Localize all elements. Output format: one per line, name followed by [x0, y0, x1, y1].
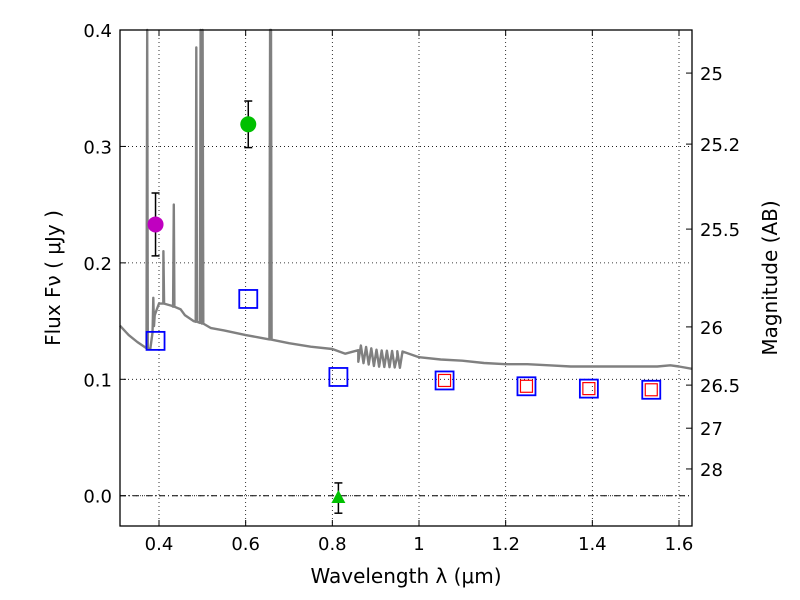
- right-tick-label: 25: [700, 64, 723, 85]
- y-tick-label: 0.2: [83, 254, 112, 275]
- x-tick-label: 1: [413, 534, 424, 555]
- model-point: [578, 378, 599, 399]
- right-tick-label: 25.5: [700, 220, 740, 241]
- model-point: [434, 370, 455, 391]
- model-point: [582, 382, 596, 396]
- model-point: [437, 373, 452, 388]
- x-tick-label: 0.6: [231, 534, 260, 555]
- model-point: [519, 379, 534, 393]
- right-axis-label: Magnitude (AB): [758, 200, 782, 355]
- x-tick-label: 1.6: [665, 534, 694, 555]
- y-tick-label: 0.4: [83, 21, 112, 42]
- x-tick-label: 0.4: [145, 534, 174, 555]
- x-tick-label: 1.2: [491, 534, 520, 555]
- x-tick-label: 1.4: [578, 534, 607, 555]
- model-point: [644, 383, 658, 397]
- observed-point: [240, 116, 257, 133]
- right-axis-ticks: 25 25.2 25.5 26 26.5 27 28: [686, 64, 740, 481]
- observed-point-limit: [331, 490, 346, 504]
- y-tick-label: 0.3: [83, 137, 112, 158]
- plot-area: [120, 30, 692, 526]
- y-tick-label: 0.1: [83, 370, 112, 391]
- right-tick-label: 28: [700, 460, 723, 481]
- y-axis-ticks: 0.0 0.1 0.2 0.3 0.4: [83, 21, 126, 508]
- model-points: [145, 289, 662, 400]
- observed-point: [147, 216, 164, 233]
- right-tick-label: 25.2: [700, 135, 740, 156]
- model-point: [328, 367, 349, 387]
- right-tick-label: 26.5: [700, 376, 740, 397]
- right-tick-label: 26: [700, 318, 723, 339]
- model-point: [516, 376, 537, 397]
- y-axis-label: Flux Fν ( μJy ): [41, 210, 65, 346]
- x-axis-ticks: 0.4 0.6 0.8 1 1.2 1.4 1.6: [145, 30, 694, 555]
- model-point: [641, 379, 662, 400]
- observed-points: [147, 100, 346, 514]
- model-point: [145, 330, 166, 351]
- right-tick-label: 27: [700, 419, 723, 440]
- y-tick-label: 0.0: [83, 487, 112, 508]
- model-point: [238, 289, 259, 309]
- template-sed: [119, 28, 693, 370]
- template-sed-line: [119, 28, 693, 370]
- plot-frame: [119, 29, 693, 527]
- x-tick-label: 0.8: [318, 534, 347, 555]
- x-axis-label: Wavelength λ (μm): [310, 564, 501, 588]
